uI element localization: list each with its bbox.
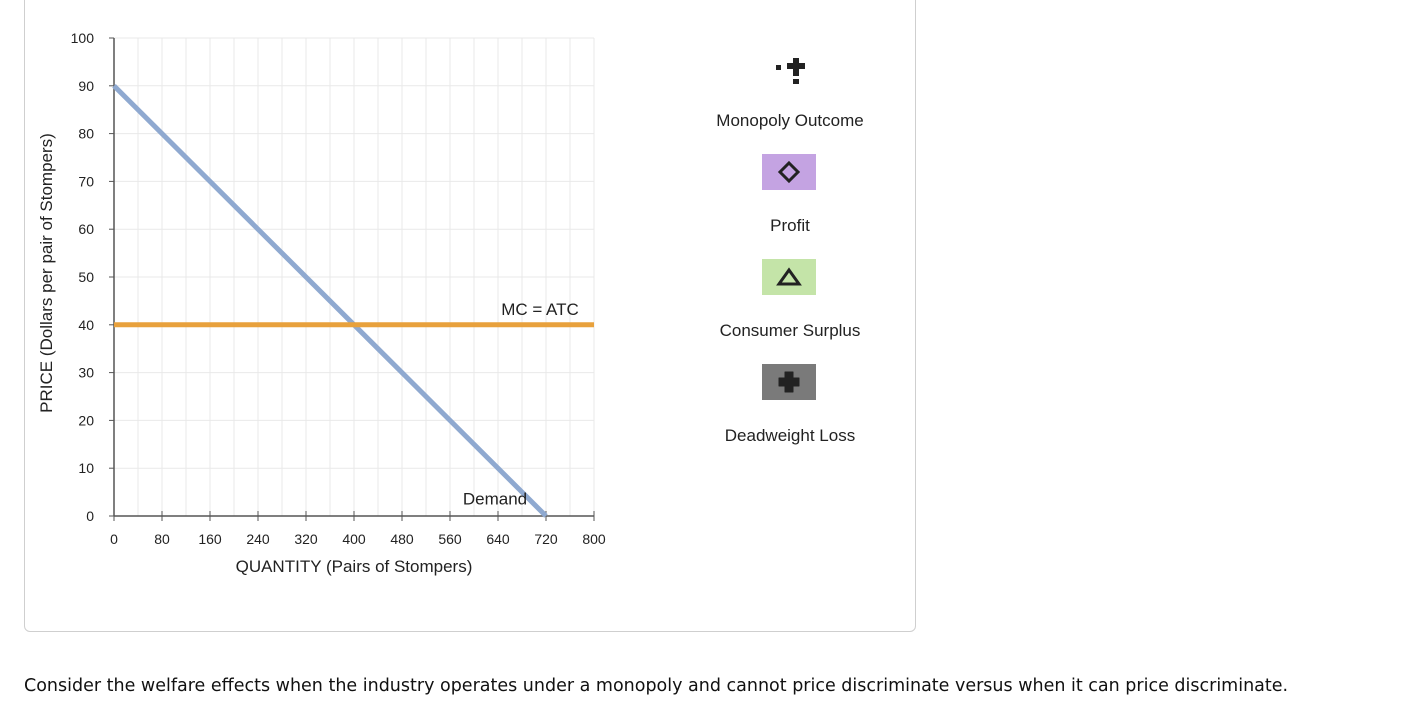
question-text: Consider the welfare effects when the in… [24, 676, 1289, 696]
consumer-surplus-tool[interactable] [762, 259, 816, 295]
y-axis-label: PRICE (Dollars per pair of Stompers) [37, 133, 56, 413]
y-tick-label: 70 [78, 173, 94, 189]
series-label-mc-atc: MC = ATC [501, 300, 579, 319]
x-tick-label: 480 [390, 531, 414, 547]
consumer-surplus-label: Consumer Surplus [719, 321, 861, 340]
y-tick-label: 80 [78, 126, 94, 142]
x-tick-label: 320 [294, 531, 318, 547]
chart-series [112, 84, 594, 518]
plus-point-icon [776, 58, 805, 84]
chart-axes: 0 10 20 30 40 50 60 70 80 90 100 0 80 160 240 320 400 480… [71, 30, 606, 547]
x-tick-label: 720 [534, 531, 558, 547]
y-tick-label: 10 [78, 460, 94, 476]
y-tick-label: 0 [86, 508, 94, 524]
deadweight-loss-tool[interactable] [762, 364, 816, 400]
cross-icon [778, 371, 800, 393]
y-tick-label: 40 [78, 317, 94, 333]
y-tick-label: 60 [78, 221, 94, 237]
x-tick-label: 560 [438, 531, 462, 547]
x-tick-label: 160 [198, 531, 222, 547]
profit-label: Profit [770, 216, 810, 235]
y-tick-label: 30 [78, 365, 94, 381]
x-tick-label: 640 [486, 531, 510, 547]
series-line-0 [112, 84, 548, 518]
profit-tool[interactable] [762, 154, 816, 190]
series-label-demand: Demand [463, 490, 527, 509]
y-tick-label: 50 [78, 269, 94, 285]
y-tick-label: 90 [78, 78, 94, 94]
x-tick-label: 0 [110, 531, 118, 547]
x-tick-label: 400 [342, 531, 366, 547]
graph-panel: 0 10 20 30 40 50 60 70 80 90 100 0 80 160 240 320 400 480… [24, 0, 916, 632]
chart-labels: QUANTITY (Pairs of Stompers) PRICE (Dolla… [37, 133, 579, 576]
y-tick-label: 20 [78, 412, 94, 428]
monopoly-outcome-tool[interactable] [762, 50, 816, 86]
x-tick-label: 80 [154, 531, 170, 547]
triangle-icon [776, 267, 802, 286]
y-tick-label: 100 [71, 30, 95, 46]
deadweight-loss-label: Deadweight Loss [724, 426, 856, 445]
chart-grid [113, 37, 595, 517]
chart: 0 10 20 30 40 50 60 70 80 90 100 0 80 160 240 320 400 480… [37, 30, 606, 576]
x-tick-label: 800 [582, 531, 606, 547]
diamond-icon [777, 160, 801, 184]
x-tick-label: 240 [246, 531, 270, 547]
x-axis-label: QUANTITY (Pairs of Stompers) [236, 557, 473, 576]
monopoly-outcome-label: Monopoly Outcome [716, 111, 864, 130]
